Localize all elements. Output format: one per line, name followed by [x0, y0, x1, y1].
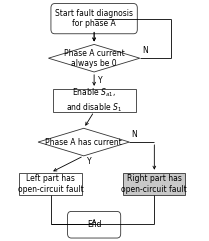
Text: Phase A has current: Phase A has current [45, 138, 122, 147]
FancyBboxPatch shape [51, 4, 137, 34]
Text: Y: Y [98, 76, 103, 85]
Polygon shape [48, 44, 140, 72]
Text: Left part has
open-circuit fault: Left part has open-circuit fault [18, 174, 83, 194]
Text: Phase A current
always be 0: Phase A current always be 0 [64, 48, 125, 68]
FancyBboxPatch shape [68, 211, 121, 238]
Text: Enable $S_{a1}$,
and disable $S_1$: Enable $S_{a1}$, and disable $S_1$ [66, 87, 122, 114]
Polygon shape [38, 128, 129, 156]
Text: Right part has
open-circuit fault: Right part has open-circuit fault [121, 174, 187, 194]
Bar [123, 173, 185, 195]
Text: N: N [142, 46, 148, 55]
Text: End: End [87, 220, 101, 229]
Bar [53, 89, 136, 112]
Text: Start fault diagnosis
for phase A: Start fault diagnosis for phase A [55, 9, 133, 28]
Bar [19, 173, 82, 195]
Text: N: N [131, 130, 137, 139]
Text: Y: Y [87, 157, 92, 166]
